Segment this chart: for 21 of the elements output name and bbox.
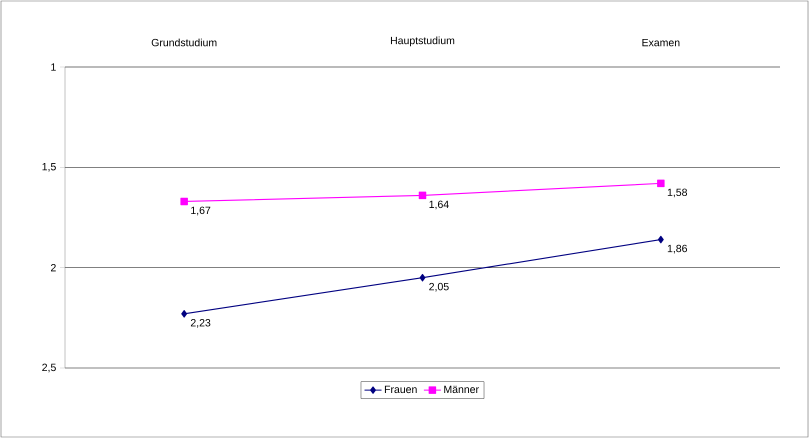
point — [181, 310, 188, 318]
point — [658, 236, 664, 244]
point — [657, 180, 665, 188]
data-label: 2,05 — [429, 282, 449, 292]
point — [420, 274, 426, 282]
point — [180, 198, 188, 206]
x-tick-label: Hauptstudium — [390, 36, 454, 46]
y-tick-label: 1 — [51, 63, 56, 71]
data-label: 1,86 — [668, 244, 688, 254]
legend-label: Männer — [444, 386, 479, 394]
y-tick-label: 2 — [50, 264, 56, 272]
x-tick-label: Grundstudium — [152, 38, 216, 46]
data-label: 1,64 — [430, 200, 449, 210]
data-label: 1,67 — [191, 206, 210, 216]
x-tick-label: Examen — [642, 38, 680, 46]
point — [418, 192, 426, 200]
data-label: 1,58 — [668, 188, 688, 198]
y-tick-label: 1,5 — [42, 163, 56, 172]
y-tick-label: 2,5 — [42, 364, 56, 372]
data-label: 2,23 — [190, 319, 210, 328]
legend-label: Frauen — [384, 386, 417, 394]
